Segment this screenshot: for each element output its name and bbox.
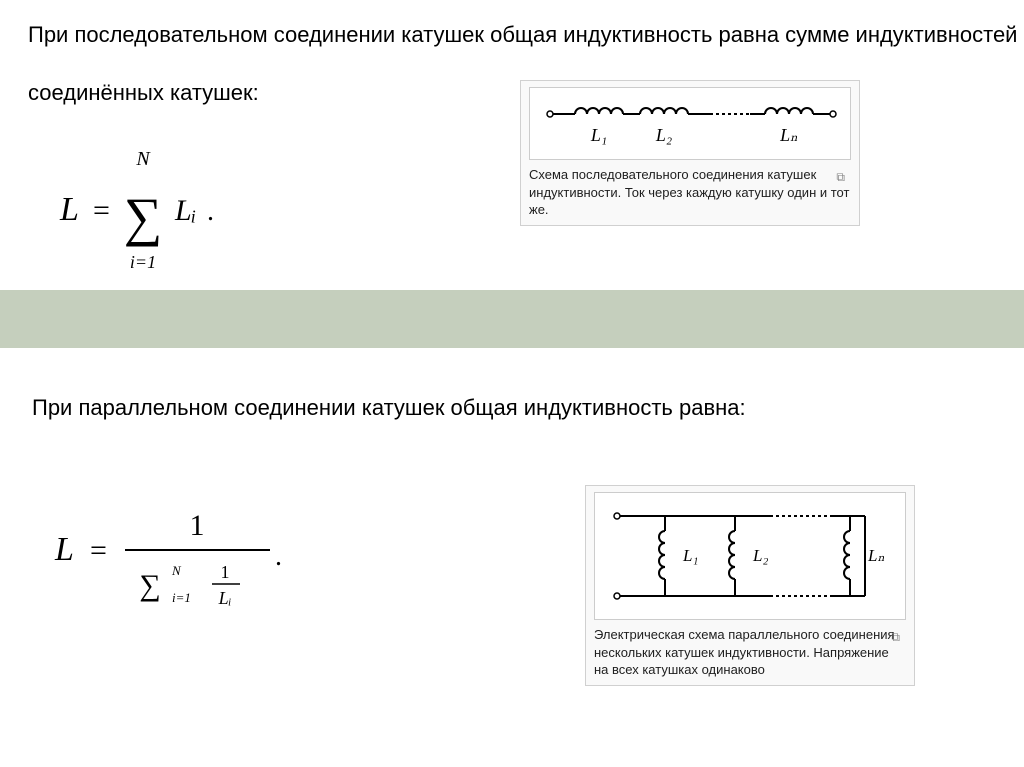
- parallel-formula: L = 1 ∑ N i=1 1 Lᵢ .: [50, 480, 310, 635]
- parallel-caption: Электрическая схема параллельного соедин…: [594, 626, 906, 679]
- den-frac-bot: Lᵢ: [218, 588, 232, 608]
- den-bottom: i=1: [172, 590, 191, 605]
- label-L2: L₂: [752, 546, 768, 565]
- label-Ln: Lₙ: [779, 125, 798, 145]
- coil-L2: [640, 108, 688, 114]
- coil-Ln: [765, 108, 813, 114]
- formula-eq: =: [90, 534, 107, 567]
- enlarge-icon[interactable]: ⧉: [836, 170, 845, 185]
- paragraph-line-3: При параллельном соединении катушек обща…: [32, 395, 746, 421]
- parallel-diagram-box: L₁ L₂ Lₙ ⧉ Электрическая схема параллель…: [585, 485, 915, 686]
- formula-i1: i=1: [130, 252, 156, 272]
- den-frac-top: 1: [221, 562, 230, 582]
- series-caption: Схема последовательного соединения катуш…: [529, 166, 851, 219]
- sigma-icon: ∑: [124, 187, 163, 247]
- label-Ln: Lₙ: [867, 546, 885, 565]
- sigma-icon: ∑: [139, 569, 160, 602]
- paragraph-line-2: соединённых катушек:: [28, 80, 259, 106]
- branch-L1: L₁: [659, 516, 698, 596]
- label-L2: L₂: [655, 125, 672, 145]
- terminal-left: [547, 111, 553, 117]
- coil-L1: [575, 108, 623, 114]
- paragraph-line-1: При последовательном соединении катушек …: [28, 22, 1024, 48]
- branch-L2: L₂: [729, 516, 768, 596]
- series-diagram: L₁ L₂ Lₙ: [529, 87, 851, 160]
- formula-dot: .: [275, 541, 282, 572]
- parallel-diagram: L₁ L₂ Lₙ: [594, 492, 906, 620]
- formula-dot: .: [207, 196, 214, 227]
- series-diagram-box: L₁ L₂ Lₙ ⧉ Схема последовательного соеди…: [520, 80, 860, 226]
- series-formula: L = N ∑ i=1 Lᵢ .: [55, 140, 255, 285]
- terminal-bottom-left: [614, 593, 620, 599]
- formula-L: L: [59, 191, 79, 228]
- formula-num: 1: [190, 509, 205, 542]
- divider-band: [0, 290, 1024, 348]
- formula-N: N: [135, 148, 151, 170]
- branch-Ln: Lₙ: [844, 516, 885, 596]
- formula-eq: =: [93, 194, 110, 227]
- enlarge-icon[interactable]: ⧉: [891, 630, 900, 645]
- den-top: N: [171, 563, 182, 578]
- terminal-top-left: [614, 513, 620, 519]
- label-L1: L₁: [682, 546, 698, 565]
- formula-Li: Lᵢ: [174, 194, 196, 227]
- formula-L: L: [54, 531, 74, 568]
- terminal-right: [830, 111, 836, 117]
- label-L1: L₁: [590, 125, 607, 145]
